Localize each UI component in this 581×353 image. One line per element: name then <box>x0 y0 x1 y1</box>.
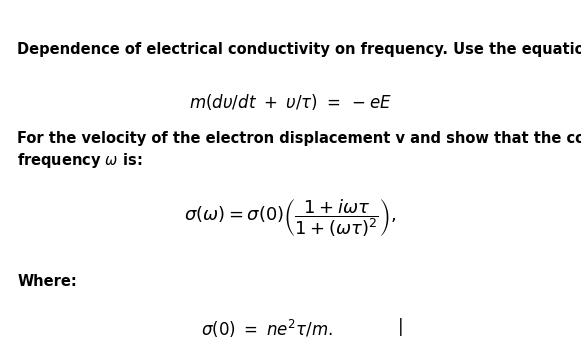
Text: Where:: Where: <box>17 274 77 288</box>
Text: $\sigma(\omega) = \sigma(0)\left(\dfrac{1 + i\omega\tau}{1 + (\omega\tau)^{2}}\r: $\sigma(\omega) = \sigma(0)\left(\dfrac{… <box>184 198 397 239</box>
Text: $\sigma(0)\ =\ ne^{2}\tau/m.$: $\sigma(0)\ =\ ne^{2}\tau/m.$ <box>201 318 333 340</box>
Text: Dependence of electrical conductivity on frequency. Use the equation:: Dependence of electrical conductivity on… <box>17 42 581 57</box>
Text: $m(d\upsilon/dt\ +\ \upsilon/\tau)\ =\ -eE$: $m(d\upsilon/dt\ +\ \upsilon/\tau)\ =\ -… <box>189 92 392 112</box>
Text: |: | <box>398 318 404 336</box>
Text: For the velocity of the electron displacement v and show that the conductivity o: For the velocity of the electron displac… <box>17 131 581 170</box>
